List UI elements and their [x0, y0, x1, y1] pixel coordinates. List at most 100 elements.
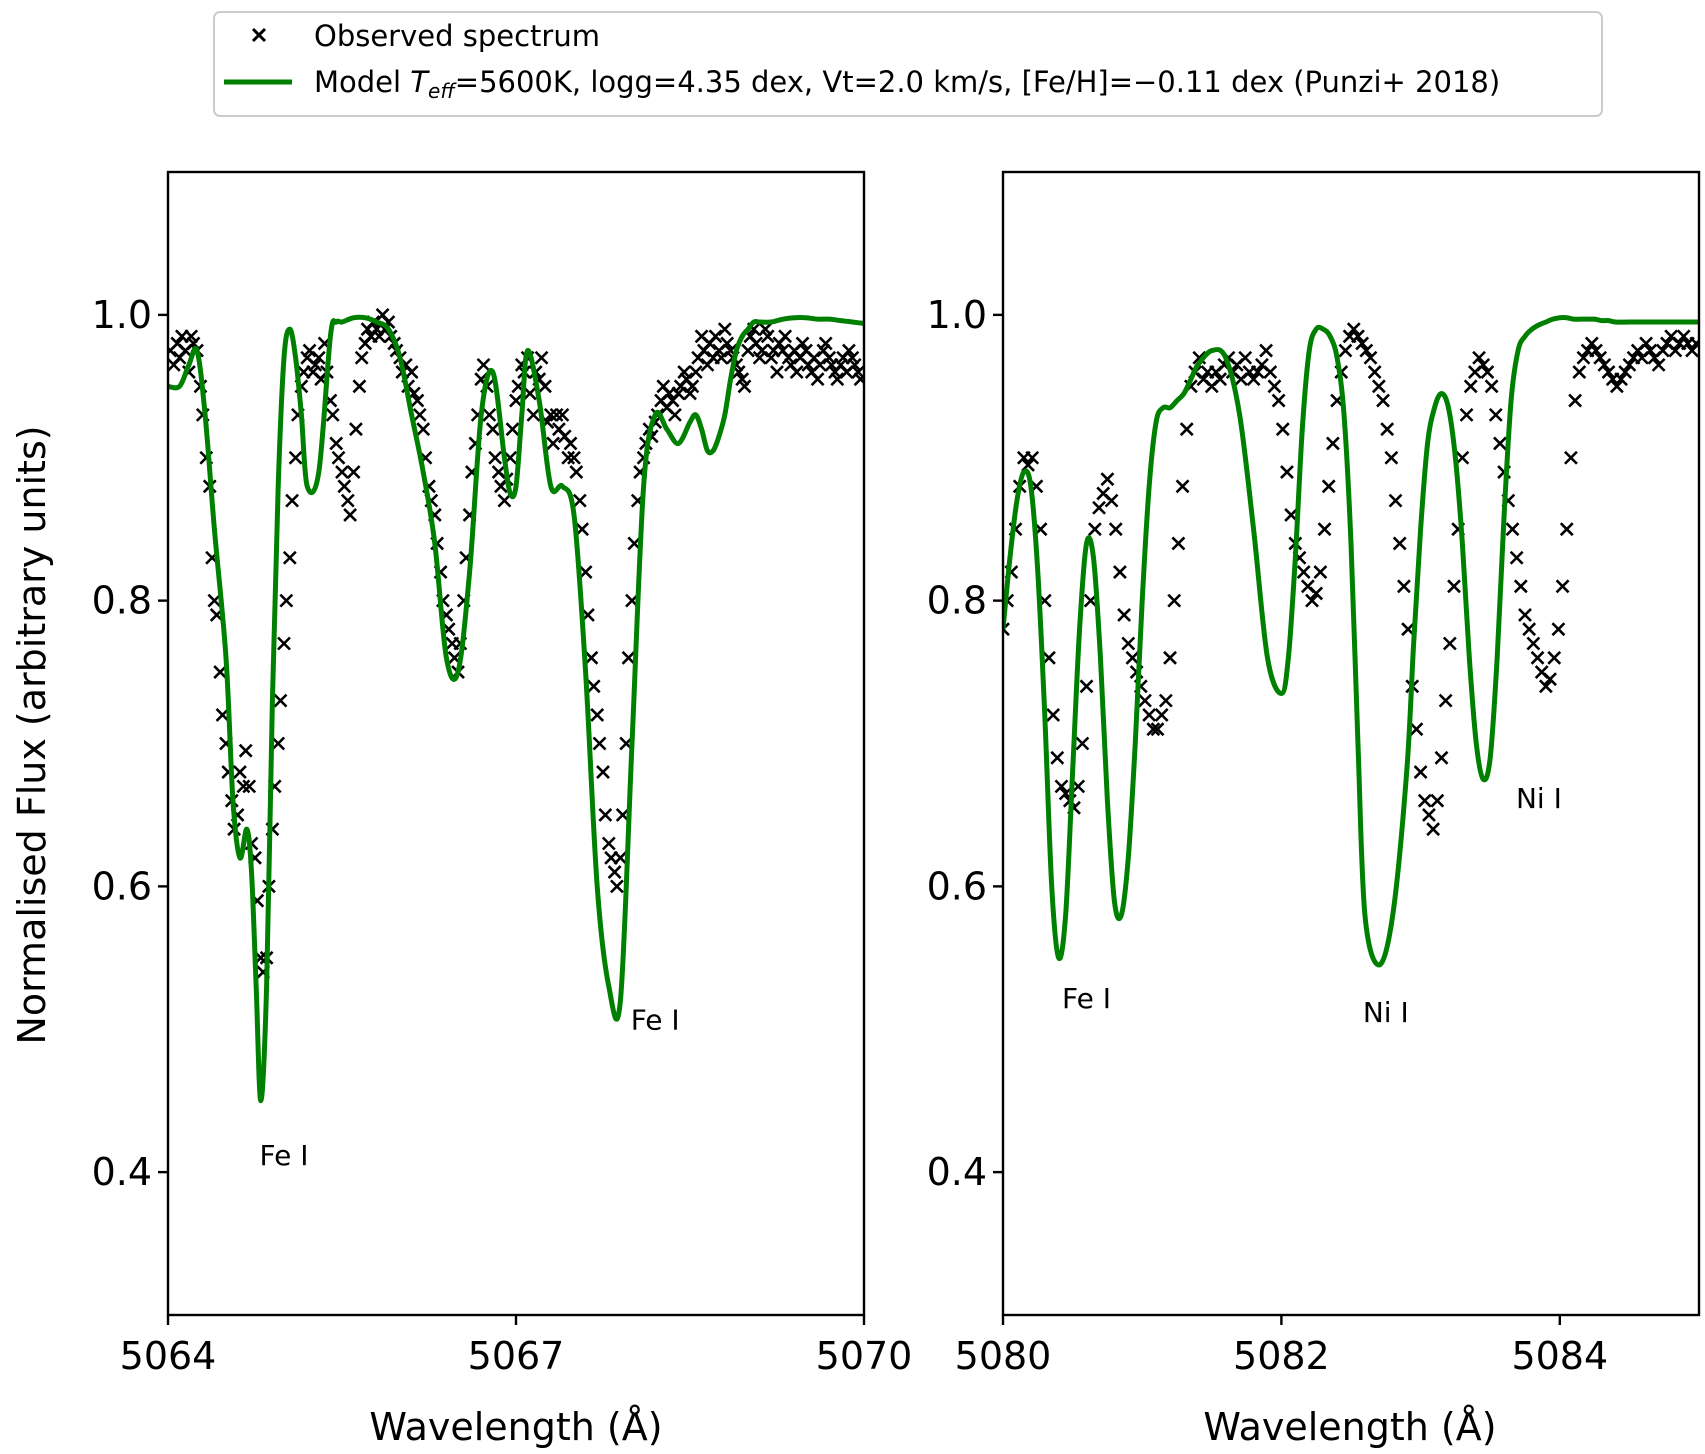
observed-point: [273, 693, 288, 708]
observed-point: [1363, 350, 1378, 365]
observed-point: [1538, 679, 1553, 694]
observed-point: [778, 329, 793, 344]
observed-point: [1355, 336, 1370, 351]
observed-point: [1250, 365, 1265, 379]
observed-point: [497, 493, 512, 508]
line-annotation: Fe I: [1062, 982, 1111, 1015]
observed-point: [555, 407, 570, 422]
observed-point: [410, 393, 425, 408]
observed-point: [1676, 329, 1691, 344]
legend-observed-label: Observed spectrum: [314, 19, 600, 53]
observed-point: [233, 765, 247, 779]
observed-point: [308, 357, 323, 372]
observed-point: [1447, 579, 1461, 594]
observed-point: [1104, 493, 1119, 508]
observed-point: [1442, 636, 1457, 651]
observed-point: [1526, 636, 1541, 651]
observed-point: [1003, 622, 1010, 637]
observed-point: [1367, 365, 1382, 379]
observed-point: [1622, 357, 1637, 372]
observed-point: [1597, 357, 1612, 372]
legend: Observed spectrum Model Teff=5600K, logg…: [213, 11, 1603, 117]
observed-point: [236, 779, 251, 794]
observed-point: [1296, 565, 1311, 579]
observed-point: [335, 465, 349, 479]
observed-point: [1513, 579, 1528, 594]
observed-point: [505, 422, 520, 437]
observed-point: [1325, 436, 1340, 451]
observed-point: [1396, 579, 1411, 594]
observed-point: [277, 636, 291, 651]
observed-point: [404, 365, 419, 379]
line-annotation: Ni I: [1363, 996, 1409, 1029]
observed-point: [1551, 622, 1566, 637]
observed-point: [1167, 593, 1182, 608]
observed-point: [543, 407, 558, 422]
observed-point: [1138, 693, 1152, 708]
observed-point: [688, 365, 703, 379]
observed-point: [1025, 450, 1040, 465]
observed-point: [1493, 436, 1507, 451]
observed-point: [546, 436, 561, 451]
observed-point: [1079, 679, 1094, 694]
observed-point: [1108, 522, 1123, 537]
observed-point: [789, 365, 804, 379]
x-tick-label: 5067: [468, 1334, 565, 1378]
legend-model-T: T: [410, 65, 430, 99]
observed-point: [337, 479, 352, 494]
y-tick-label: 0.8: [927, 579, 987, 623]
observed-point: [538, 379, 552, 394]
legend-model-label: Model Teff=5600K, logg=4.35 dex, Vt=2.0 …: [314, 65, 1500, 103]
observed-point: [1042, 650, 1056, 665]
axes-frame-right: [1001, 170, 1701, 1317]
line-annotation: Fe I: [631, 1003, 680, 1036]
observed-point: [601, 836, 616, 851]
observed-point: [1547, 650, 1562, 665]
observed-point: [685, 379, 700, 394]
observed-point: [416, 422, 431, 437]
observed-point: [847, 357, 862, 372]
observed-point: [549, 407, 564, 422]
x-axis-label-right: Wavelength (Å): [1203, 1405, 1496, 1449]
observed-point: [1488, 407, 1503, 422]
observed-point: [1601, 365, 1616, 379]
observed-point: [329, 436, 344, 451]
observed-point: [668, 407, 682, 422]
observed-point: [1371, 379, 1386, 394]
observed-point: [509, 393, 523, 408]
observed-point: [526, 407, 541, 422]
observed-point: [1459, 407, 1474, 422]
observed-point: [610, 879, 624, 894]
observed-point: [1417, 793, 1432, 808]
observed-point: [476, 357, 491, 372]
observed-point: [1609, 379, 1624, 394]
observed-point: [1142, 708, 1157, 722]
observed-point: [1125, 650, 1140, 665]
observed-point: [1476, 357, 1491, 372]
observed-point: [1158, 693, 1173, 708]
observed-point: [813, 357, 827, 372]
observed-point: [1576, 350, 1591, 365]
observed-point: [1171, 536, 1186, 551]
observed-point: [1338, 343, 1353, 358]
observed-point: [853, 372, 864, 387]
observed-point: [1154, 708, 1169, 722]
observed-point: [1555, 579, 1570, 594]
model-line-right: [1003, 315, 1699, 968]
observed-point: [755, 343, 769, 358]
observed-point: [760, 329, 775, 344]
observed-point: [1455, 450, 1470, 465]
observed-point: [1618, 365, 1633, 379]
x-tick-label: 5064: [120, 1334, 217, 1378]
observed-point: [1559, 522, 1574, 537]
y-tick-label: 0.8: [92, 579, 152, 623]
observed-point: [1484, 379, 1499, 394]
observed-point: [1434, 750, 1449, 765]
observed-point: [1430, 793, 1445, 808]
observed-point: [1651, 357, 1666, 372]
observed-point: [1146, 722, 1161, 737]
observed-point: [1305, 593, 1319, 608]
observed-point: [810, 372, 825, 387]
y-tick-label: 0.4: [92, 1150, 152, 1194]
